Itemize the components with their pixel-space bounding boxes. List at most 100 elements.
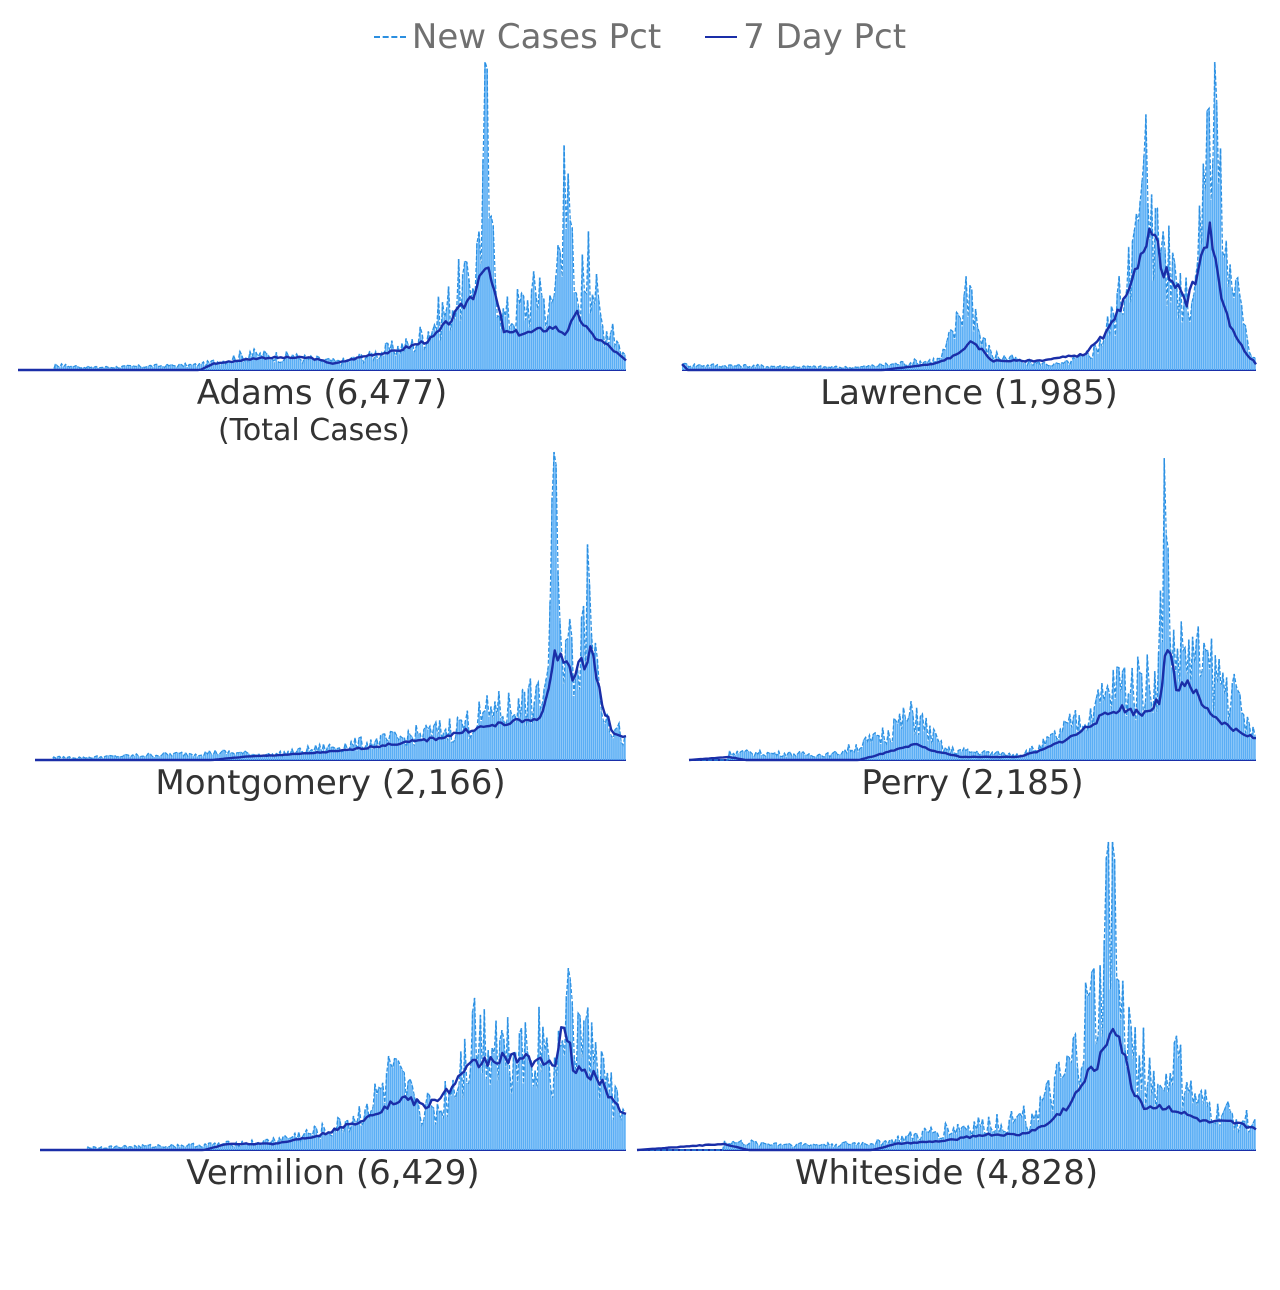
bar: [1038, 744, 1041, 760]
bar: [595, 273, 598, 370]
bar: [1107, 842, 1110, 1150]
bar: [1057, 363, 1059, 370]
bar: [590, 1022, 593, 1150]
bar: [218, 365, 221, 370]
bar: [553, 452, 555, 760]
bar: [851, 1143, 854, 1150]
bar: [741, 367, 743, 370]
bar: [1183, 301, 1185, 370]
bar: [498, 315, 501, 370]
bar: [1070, 1062, 1073, 1150]
bar: [620, 1118, 622, 1150]
bar: [859, 1145, 862, 1150]
bar: [882, 1141, 885, 1150]
bar: [890, 364, 893, 370]
bar: [972, 331, 975, 370]
bar: [1167, 548, 1169, 760]
bar: [742, 1144, 744, 1150]
bar: [923, 1128, 926, 1150]
bar: [544, 329, 547, 370]
bar: [1194, 1093, 1196, 1150]
bar: [129, 756, 132, 760]
bar: [1089, 708, 1092, 760]
bar: [452, 1079, 454, 1150]
bar: [363, 747, 366, 760]
bar: [429, 338, 432, 370]
bar: [236, 361, 239, 370]
bar: [137, 1145, 140, 1150]
bar: [760, 1142, 763, 1150]
bar: [196, 366, 199, 370]
bar: [804, 1143, 806, 1150]
bar: [565, 229, 567, 370]
bar: [510, 323, 513, 370]
bar: [456, 717, 459, 760]
bar: [198, 363, 201, 370]
bar: [153, 757, 155, 760]
bar: [1164, 250, 1166, 370]
bar: [103, 756, 106, 760]
bar: [792, 366, 795, 370]
bar: [748, 1143, 751, 1150]
bar: [307, 359, 310, 370]
bar: [471, 288, 474, 370]
bar: [1102, 339, 1105, 370]
bar: [1154, 1109, 1157, 1150]
bar: [243, 1144, 245, 1150]
bar: [66, 366, 69, 370]
bar: [90, 366, 93, 370]
chart-panel: Adams (6,477)(Total Cases): [18, 61, 627, 448]
bar: [352, 356, 355, 370]
bar: [598, 1098, 601, 1150]
bar: [377, 748, 380, 760]
bar: [1249, 1127, 1252, 1150]
bar: [265, 353, 267, 370]
bar: [1208, 1102, 1211, 1150]
bar: [1141, 180, 1143, 370]
bar: [831, 366, 833, 370]
bar: [965, 1129, 967, 1150]
bar: [896, 723, 899, 760]
bar: [168, 1146, 171, 1150]
bar: [476, 242, 478, 370]
bar: [756, 1144, 759, 1150]
bar: [304, 753, 307, 760]
bar: [76, 366, 79, 370]
bar: [609, 332, 612, 370]
bar: [957, 314, 960, 370]
bar: [1140, 1090, 1143, 1150]
bar: [202, 756, 205, 760]
bar: [612, 1119, 614, 1150]
bar: [610, 735, 612, 760]
bar: [338, 1119, 341, 1150]
bar: [1216, 1103, 1219, 1150]
legend-swatch-new-cases: [373, 36, 406, 38]
bar: [401, 1069, 404, 1150]
bar: [475, 1062, 478, 1150]
bar: [494, 701, 496, 760]
bar: [326, 747, 329, 760]
bar: [853, 1142, 856, 1150]
bar: [506, 296, 509, 370]
bar: [517, 698, 520, 760]
bar: [729, 1144, 732, 1150]
bar: [524, 1022, 527, 1150]
bar: [344, 361, 347, 370]
bar: [899, 1142, 901, 1150]
bar: [194, 1147, 196, 1150]
bar: [1171, 252, 1174, 370]
bar: [328, 358, 330, 370]
bar: [332, 747, 335, 760]
bar: [1206, 650, 1209, 760]
bar: [180, 1145, 183, 1150]
bar: [127, 365, 130, 370]
bar: [161, 1146, 163, 1150]
bar: [930, 364, 933, 370]
bar: [190, 754, 193, 760]
bar: [1161, 1088, 1163, 1150]
bar: [490, 216, 492, 370]
bar: [1154, 207, 1157, 370]
bar: [1105, 857, 1108, 1150]
bar: [538, 1006, 540, 1150]
bar: [151, 756, 153, 760]
